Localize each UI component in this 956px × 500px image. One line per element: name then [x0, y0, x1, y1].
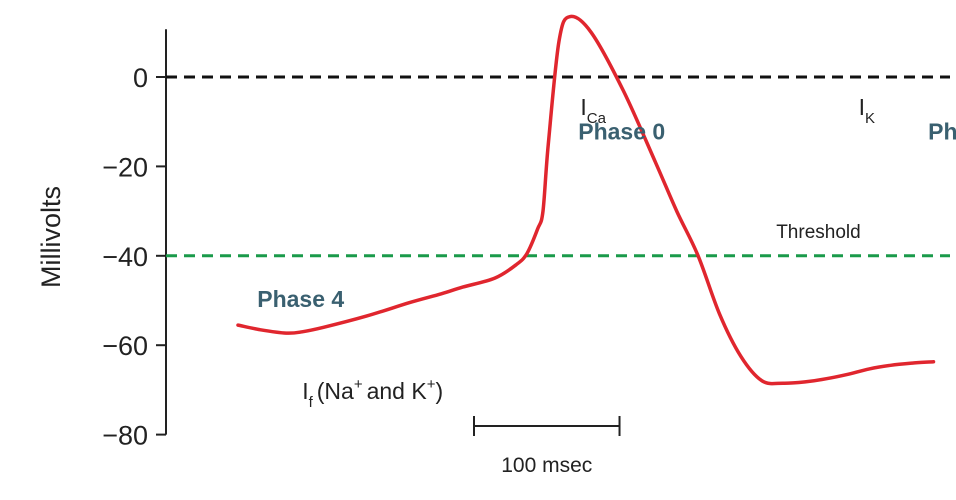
- y-axis-ticks: 0 −20 −40 −60 −80: [102, 63, 166, 451]
- calcium-current-label: ICa: [580, 94, 606, 127]
- y-tick-label: 0: [133, 63, 148, 93]
- threshold-label: Threshold: [776, 222, 861, 243]
- y-tick-label: −80: [102, 421, 148, 451]
- phase4-label: Phase 4: [257, 286, 344, 312]
- phase3-label: Phase 3: [928, 119, 956, 145]
- phase0-label: Phase 0: [578, 119, 665, 145]
- time-scale-bar: 100 msec: [473, 416, 621, 477]
- y-tick-label: −60: [102, 331, 148, 361]
- y-axis-title: Millivolts: [36, 186, 66, 288]
- scale-bar-label: 100 msec: [501, 454, 592, 477]
- funny-current-label: If (Na+ and K+): [302, 376, 443, 411]
- potassium-current-label: IK: [859, 94, 875, 127]
- action-potential-curve: [236, 14, 936, 386]
- y-tick-label: −40: [102, 242, 148, 272]
- y-tick-label: −20: [102, 152, 148, 182]
